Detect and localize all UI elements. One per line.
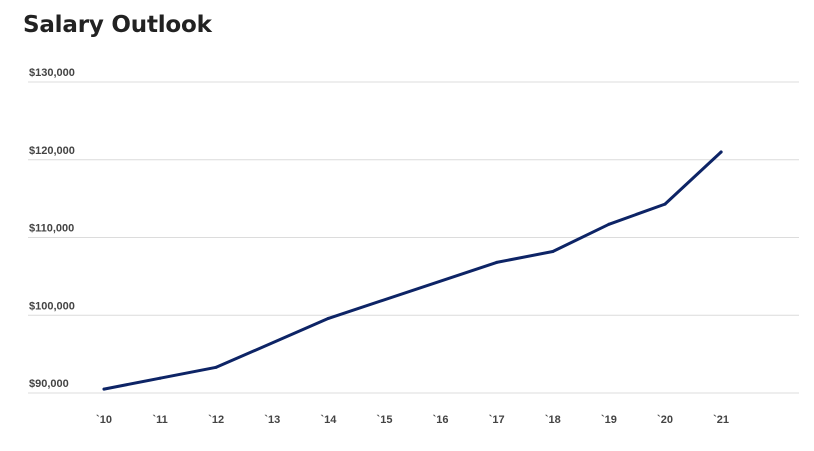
data-point bbox=[158, 376, 162, 380]
y-tick-label: $90,000 bbox=[29, 378, 69, 390]
data-point bbox=[663, 202, 667, 206]
y-tick-label: $120,000 bbox=[29, 145, 75, 157]
data-point bbox=[214, 365, 218, 369]
x-tick-label: `13 bbox=[264, 414, 280, 426]
x-tick-label: `19 bbox=[601, 414, 617, 426]
x-tick-label: `10 bbox=[96, 414, 112, 426]
y-axis-ticks: $90,000 $100,000 $110,000 $120,000 $130,000 bbox=[29, 67, 75, 390]
x-tick-label: `14 bbox=[320, 414, 337, 426]
y-tick-label: $100,000 bbox=[29, 300, 75, 312]
gridlines bbox=[28, 81, 799, 394]
series-line bbox=[102, 150, 723, 391]
y-tick-label: $110,000 bbox=[29, 223, 74, 235]
x-tick-label: `18 bbox=[545, 414, 561, 426]
x-tick-label: `11 bbox=[152, 414, 167, 426]
y-tick-label: $130,000 bbox=[29, 67, 75, 79]
data-point bbox=[326, 316, 330, 320]
x-tick-label: `17 bbox=[489, 414, 505, 426]
series-layer bbox=[102, 150, 723, 391]
data-point bbox=[607, 222, 611, 226]
chart-title: Salary Outlook bbox=[23, 12, 212, 38]
x-tick-label: `15 bbox=[377, 414, 393, 426]
data-point bbox=[551, 250, 555, 253]
x-tick-label: `12 bbox=[208, 414, 224, 426]
x-axis-ticks: `10 `11 `12 `13 `14 `15 `16 `17 `18 `19 `20 `21 bbox=[96, 414, 729, 426]
x-tick-label: `21 bbox=[713, 414, 729, 426]
data-point bbox=[719, 150, 723, 154]
x-tick-label: `20 bbox=[657, 414, 673, 426]
data-point bbox=[102, 387, 106, 391]
data-point bbox=[495, 260, 499, 264]
x-tick-label: `16 bbox=[433, 414, 449, 426]
